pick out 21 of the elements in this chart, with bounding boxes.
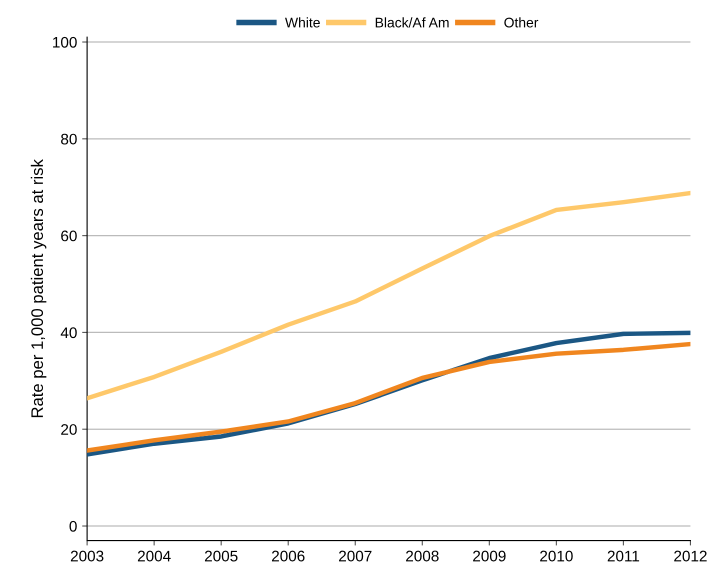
x-tick-label: 2007 bbox=[339, 550, 372, 562]
x-tick-label: 2008 bbox=[406, 550, 439, 562]
x-tick-label: 2003 bbox=[70, 550, 104, 562]
x-tick-label: 2012 bbox=[674, 550, 707, 562]
y-tick-label: 40 bbox=[60, 327, 77, 338]
legend-label: Black/Af Am bbox=[376, 17, 449, 28]
legend-label: Other bbox=[504, 17, 538, 28]
x-tick-label: 2005 bbox=[204, 550, 238, 562]
x-tick-label: 2010 bbox=[540, 550, 573, 562]
x-tick-label: 2004 bbox=[138, 550, 171, 562]
x-tick-label: 2006 bbox=[272, 550, 305, 562]
y-tick-label: 100 bbox=[53, 36, 77, 48]
y-tick-label: 0 bbox=[69, 520, 77, 532]
x-tick-label: 2009 bbox=[473, 550, 506, 562]
y-tick-label: 60 bbox=[61, 230, 77, 242]
line-series bbox=[87, 190, 690, 400]
y-tick-label: 20 bbox=[61, 424, 77, 435]
y-tick-label: 80 bbox=[61, 134, 77, 145]
y-axis-title: Rate per 1,000 patient years at risk bbox=[30, 159, 46, 418]
x-tick-label: 2011 bbox=[608, 550, 640, 562]
legend-label: White bbox=[285, 17, 320, 28]
